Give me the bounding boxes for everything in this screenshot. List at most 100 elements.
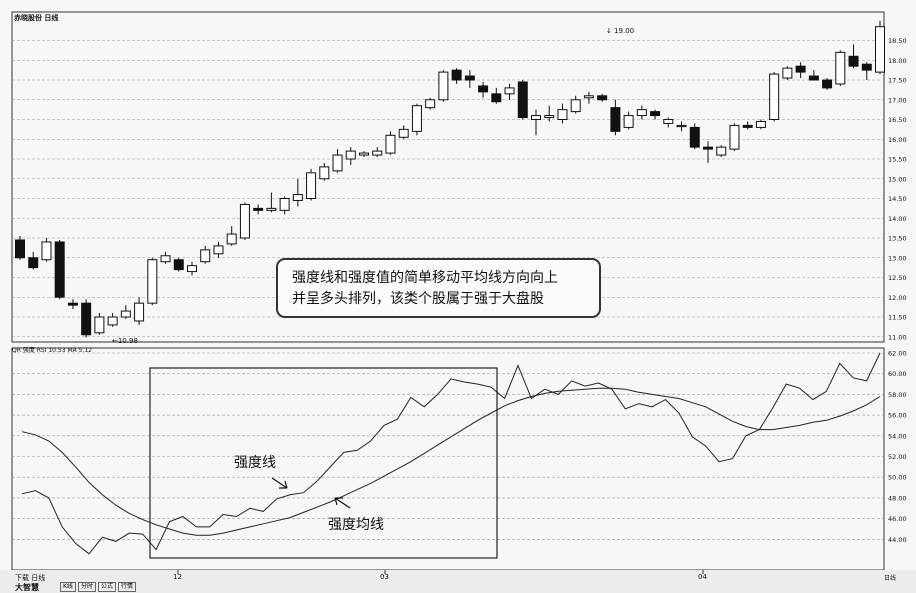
indicator-tick-label: 60.00 (888, 370, 907, 378)
candle-body (795, 65, 806, 73)
candle-body (478, 85, 489, 93)
strength-line-arrow (271, 477, 288, 489)
candle-body (451, 69, 462, 81)
candle-body (636, 109, 647, 117)
bottom-tabs: K线 分时 公式 行情 (60, 582, 136, 592)
tab-timeshare[interactable]: 分时 (77, 582, 96, 592)
status-bar (0, 570, 916, 593)
strength-line-label: 强度线 (234, 455, 276, 471)
candle-body (306, 172, 317, 199)
candle-body (385, 134, 396, 154)
price-tick-label: 16.50 (888, 116, 907, 124)
indicator-tick-label: 44.00 (888, 536, 907, 544)
month-label: 03 (380, 573, 389, 581)
candle-body (15, 239, 25, 259)
candle-body (200, 249, 211, 263)
candle-body (703, 146, 713, 150)
candle-body (120, 310, 131, 318)
candle-body (623, 115, 634, 128)
candle-body (54, 241, 65, 298)
indicator-tick-label: 50.00 (888, 474, 907, 482)
annotation-line-1: 强度线和强度值的简单移动平均线方向向上 (292, 270, 558, 286)
candle-body (676, 124, 687, 128)
candle-body (213, 245, 224, 255)
candle-body (848, 55, 859, 67)
annotation-box: 强度线和强度值的简单移动平均线方向向上 并呈多头排列，该类个股属于强于大盘股 (276, 258, 601, 318)
strength-line (21, 352, 881, 555)
candle-body (729, 124, 740, 150)
candle-body (160, 255, 171, 263)
highlight-box (149, 367, 498, 559)
strength-average-arrow (334, 497, 351, 509)
candle-body (28, 257, 39, 269)
candle-body (107, 316, 118, 326)
price-tick-label: 11.00 (888, 333, 907, 341)
candle-body (769, 73, 780, 120)
candle-body (464, 75, 475, 81)
indicator-tick-label: 46.00 (888, 515, 907, 523)
price-tick-label: 16.00 (888, 136, 907, 144)
candle-body (504, 87, 515, 95)
status-left: 下载 日线 (15, 574, 46, 582)
tab-kline[interactable]: K线 (60, 582, 76, 592)
price-tick-label: 13.50 (888, 235, 907, 243)
candle-body (411, 105, 422, 132)
candle-body (41, 241, 52, 261)
strength-average-label: 强度均线 (328, 517, 384, 533)
candle-body (822, 79, 833, 89)
candle-body (398, 128, 409, 138)
candle-body (94, 316, 105, 334)
indicator-tick-label: 54.00 (888, 432, 907, 440)
candle-body (187, 265, 197, 273)
indicator-tick-label: 62.00 (888, 350, 907, 358)
candle-body (81, 302, 92, 336)
candle-body (67, 302, 78, 306)
annotation-line-2: 并呈多头排列，该类个股属于强于大盘股 (292, 291, 544, 307)
strength-average-line (21, 387, 881, 536)
candle-body (372, 150, 383, 156)
candle-body (147, 259, 158, 304)
indicator-tick-label: 52.00 (888, 453, 907, 461)
candle-body (517, 81, 528, 119)
tab-quote[interactable]: 行情 (117, 582, 136, 592)
indicator-tick-label: 56.00 (888, 412, 907, 420)
candle-body (438, 71, 449, 101)
app-name: 大智慧 (15, 583, 39, 592)
month-label: 12 (173, 573, 182, 581)
candle-body (861, 63, 872, 71)
price-tick-label: 18.00 (888, 57, 907, 65)
candle-body (716, 146, 727, 156)
price-high-marker: ↓ 19.00 (606, 27, 635, 35)
candle-body (597, 95, 608, 101)
candle-body (650, 111, 661, 117)
candle-body (808, 75, 819, 81)
indicator-panel-frame (11, 347, 885, 571)
candle-body (279, 198, 290, 211)
price-tick-label: 11.50 (888, 314, 907, 322)
candle-body (332, 154, 343, 172)
candle-body (782, 67, 793, 79)
tab-formula[interactable]: 公式 (97, 582, 116, 592)
candle-body (239, 203, 250, 239)
price-tick-label: 15.50 (888, 156, 907, 164)
indicator-header: QR 强度 RSI 10.53 MA 5.12 (12, 347, 92, 354)
candle-body (292, 194, 303, 201)
candle-body (570, 99, 581, 113)
candle-body (319, 166, 330, 180)
candle-body (134, 302, 145, 322)
price-tick-label: 17.00 (888, 96, 907, 104)
price-tick-label: 14.00 (888, 215, 907, 223)
candle-body (835, 51, 846, 85)
price-tick-label: 18.50 (888, 37, 907, 45)
candle-body (226, 233, 237, 245)
price-low-marker: ←10.98 (112, 337, 138, 345)
price-tick-label: 15.00 (888, 175, 907, 183)
price-tick-label: 13.00 (888, 254, 907, 262)
candle-body (544, 115, 555, 119)
indicator-tick-label: 58.00 (888, 391, 907, 399)
status-right: 日线 (884, 575, 897, 582)
candle-body (531, 115, 541, 121)
candle-body (755, 120, 766, 128)
